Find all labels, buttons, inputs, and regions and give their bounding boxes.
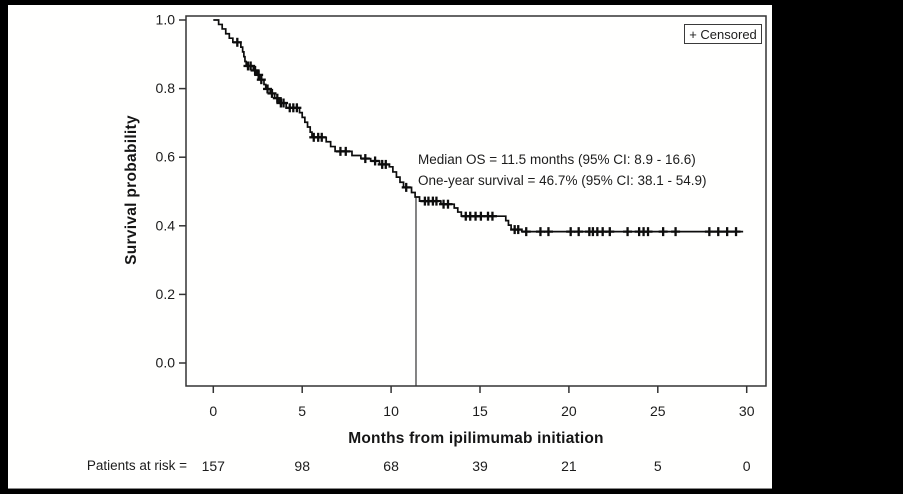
censored-legend-box: + Censored	[684, 24, 762, 44]
x-tick-label-6: 30	[739, 403, 755, 419]
at-risk-count-0: 157	[202, 458, 226, 474]
x-tick-label-3: 15	[472, 403, 488, 419]
at-risk-count-2: 68	[383, 458, 399, 474]
y-tick-label-2: 0.4	[156, 217, 176, 233]
at-risk-count-4: 21	[561, 458, 577, 474]
patients-at-risk-label: Patients at risk =	[86, 458, 187, 473]
x-axis-title: Months from ipilimumab initiation	[348, 430, 604, 447]
km-curve	[213, 19, 744, 233]
plot-border	[185, 15, 767, 387]
x-tick-label-0: 0	[209, 403, 217, 419]
annotation-block: Median OS = 11.5 months (95% CI: 8.9 - 1…	[418, 149, 707, 191]
y-tick-label-1: 0.2	[156, 286, 176, 302]
censored-legend-label: + Censored	[689, 26, 757, 42]
at-risk-count-6: 0	[743, 458, 751, 474]
at-risk-count-3: 39	[472, 458, 488, 474]
at-risk-count-5: 5	[654, 458, 662, 474]
figure-panel: 0 5 10 15 20 25 30 0.0 0.2 0.4 0.6 0.8 1.0 157 98 68 39 2…	[8, 5, 772, 489]
y-tick-label-4: 0.8	[156, 80, 176, 96]
x-tick-label-4: 20	[561, 403, 577, 419]
annotation-one-year-survival: One-year survival = 46.7% (95% CI: 38.1 …	[418, 173, 707, 188]
y-tick-label-3: 0.6	[156, 149, 176, 165]
km-plot-svg: 0 5 10 15 20 25 30 0.0 0.2 0.4 0.6 0.8 1.0 157 98 68 39 2…	[156, 12, 767, 474]
x-tick-label-1: 5	[298, 403, 306, 419]
y-tick-label-5: 1.0	[156, 12, 176, 28]
y-axis-title: Survival probability	[123, 115, 140, 265]
x-tick-label-5: 25	[650, 403, 666, 419]
annotation-median-os: Median OS = 11.5 months (95% CI: 8.9 - 1…	[418, 152, 696, 167]
y-tick-label-0: 0.0	[156, 355, 176, 371]
x-tick-label-2: 10	[383, 403, 399, 419]
at-risk-count-1: 98	[294, 458, 310, 474]
